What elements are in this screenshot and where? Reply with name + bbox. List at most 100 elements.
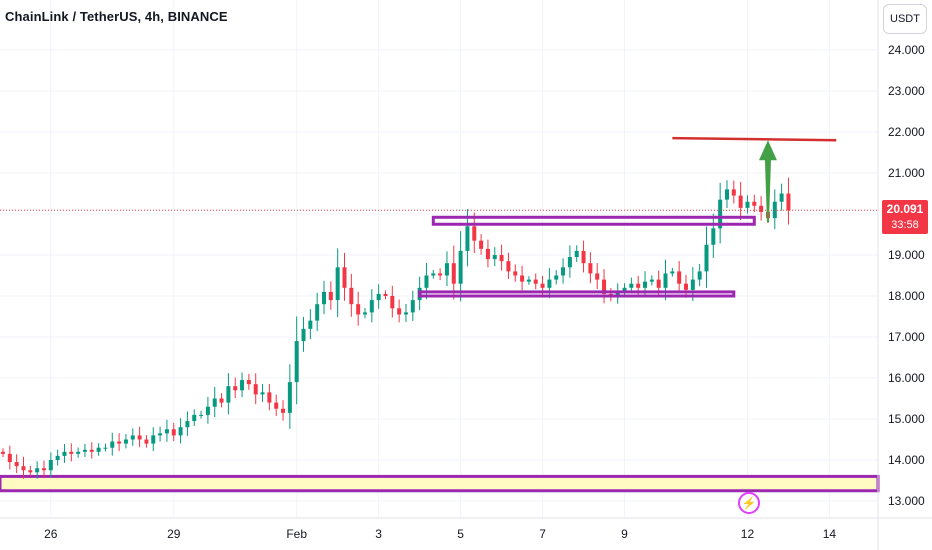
candle-body	[164, 429, 169, 434]
candle-body	[574, 250, 579, 258]
candle-body	[158, 433, 163, 436]
price-tick-label: 24.000	[888, 43, 925, 57]
candle-body	[595, 273, 600, 280]
price-axis[interactable]: 24.00023.00022.00021.00020.00019.00018.0…	[877, 0, 925, 550]
candle-body	[335, 267, 340, 301]
price-tick-label: 18.000	[888, 289, 925, 303]
candle-body	[390, 296, 395, 309]
candle-body	[96, 447, 101, 452]
candle-body	[308, 320, 313, 329]
lightning-icon[interactable]: ⚡	[738, 492, 760, 514]
candle-body	[151, 435, 156, 444]
candle-body	[103, 447, 108, 449]
last-price-value: 20.091	[886, 202, 924, 216]
support-zone	[0, 474, 880, 493]
time-tick-label: 14	[823, 527, 837, 541]
time-tick-label: 5	[457, 527, 464, 541]
grid	[0, 0, 878, 518]
candle-body	[431, 273, 436, 276]
candle-body	[581, 250, 586, 264]
candle-body	[779, 193, 784, 202]
price-tick-label: 15.000	[888, 412, 925, 426]
candle-body	[561, 267, 566, 276]
candle-body	[492, 255, 497, 260]
candle-body	[499, 255, 504, 262]
candle-body	[21, 466, 26, 471]
candle-body	[281, 408, 286, 413]
annotations	[0, 136, 878, 298]
candle-body	[738, 195, 743, 208]
candle-body	[233, 386, 238, 391]
time-tick-label: 26	[44, 527, 58, 541]
candle-body	[14, 462, 19, 467]
candle-body	[246, 380, 251, 385]
last-price-badge: 20.091 33:58	[882, 200, 928, 234]
candle-body	[554, 275, 559, 280]
candle-body	[171, 429, 176, 436]
candle-body	[397, 308, 402, 315]
candle-body	[690, 279, 695, 290]
candle-body	[526, 279, 531, 282]
candle-body	[301, 328, 306, 342]
candle-body	[403, 312, 408, 315]
candle-body	[724, 189, 729, 200]
candle-body	[144, 439, 149, 444]
price-tick-label: 23.000	[888, 84, 925, 98]
candle-body	[35, 468, 40, 473]
candle-body	[786, 193, 791, 211]
candle-body	[55, 455, 60, 460]
bar-countdown: 33:58	[891, 219, 919, 231]
zones	[0, 474, 880, 493]
candle-body	[615, 291, 620, 296]
candle-body	[588, 263, 593, 274]
candle-body	[547, 279, 552, 288]
candle-body	[697, 271, 702, 280]
candle-body	[663, 273, 668, 288]
price-tick-label: 19.000	[888, 248, 925, 262]
candle-body	[110, 441, 115, 448]
candle-body	[287, 382, 292, 413]
candle-body	[28, 470, 33, 473]
candle-body	[745, 201, 750, 208]
candle-body	[472, 226, 477, 241]
candle-body	[76, 451, 81, 454]
candle-body	[369, 300, 374, 313]
candle-body	[752, 201, 757, 206]
candle-body	[567, 257, 572, 268]
candle-body	[629, 283, 634, 288]
up-arrow	[758, 140, 777, 223]
candle-body	[342, 267, 347, 288]
time-tick-label: 9	[621, 527, 628, 541]
candle-body	[62, 451, 67, 456]
candle-body	[137, 435, 142, 440]
candle-body	[376, 293, 381, 301]
candle-body	[479, 240, 484, 249]
candle-body	[7, 453, 12, 463]
candle-body	[205, 406, 210, 415]
price-tick-label: 21.000	[888, 166, 925, 180]
time-axis[interactable]: 26 29 Feb 3 5 7 9 12 14	[0, 517, 932, 541]
candle-body	[69, 451, 74, 454]
time-tick-label: Feb	[286, 527, 307, 541]
candle-body	[540, 283, 545, 288]
candle-body	[731, 189, 736, 196]
candle-body	[718, 199, 723, 229]
candle-body	[123, 439, 128, 444]
price-tick-label: 17.000	[888, 330, 925, 344]
candle-body	[684, 283, 688, 290]
currency-button[interactable]: USDT	[883, 4, 927, 34]
support-zone-box	[418, 290, 736, 298]
candle-body	[89, 449, 94, 452]
candle-body	[520, 275, 525, 282]
candle-body	[274, 402, 279, 409]
candle-body	[759, 205, 764, 212]
time-tick-label: 12	[741, 527, 755, 541]
candle-body	[212, 398, 217, 407]
candle-body	[328, 291, 333, 301]
candle-body	[1, 451, 5, 454]
chart-title: ChainLink / TetherUS, 4h, BINANCE	[5, 9, 228, 24]
candle-body	[178, 427, 183, 436]
candle-body	[506, 261, 511, 272]
